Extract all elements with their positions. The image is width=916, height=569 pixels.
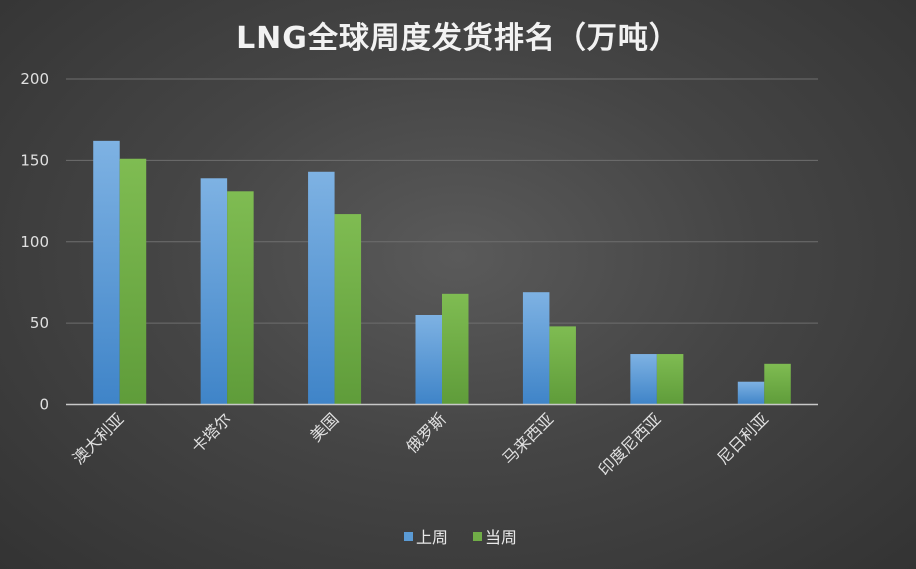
x-category-label: 尼日利亚	[713, 409, 772, 468]
bar-last-week	[200, 178, 228, 405]
bar-last-week	[737, 381, 765, 405]
x-category-label: 俄罗斯	[402, 409, 449, 456]
legend-swatch	[473, 532, 482, 541]
y-axis-ticks: 0 50 100 150 200	[20, 70, 49, 414]
bar-last-week	[308, 171, 335, 405]
bar-this-week	[119, 158, 147, 405]
bar-this-week	[549, 326, 576, 405]
legend-label: 当周	[485, 528, 517, 547]
bar-this-week	[764, 363, 791, 405]
chart-title: LNG全球周度发货排名（万吨）	[236, 21, 680, 56]
gridlines	[66, 78, 818, 324]
x-axis-categories: 澳大利亚 卡塔尔 美国 俄罗斯 马来西亚 印度尼西亚 尼日利亚	[69, 409, 772, 479]
y-tick-label: 50	[30, 314, 49, 332]
x-category-label: 马来西亚	[499, 409, 558, 468]
legend-label: 上周	[416, 528, 448, 547]
y-tick-label: 150	[20, 151, 49, 169]
legend-swatch	[404, 532, 413, 541]
bar-this-week	[227, 191, 254, 405]
bar-this-week	[334, 214, 362, 405]
bars	[93, 140, 791, 405]
y-tick-label: 0	[39, 396, 49, 414]
x-category-label: 卡塔尔	[188, 409, 235, 456]
bar-last-week	[93, 140, 120, 405]
y-tick-label: 200	[20, 70, 49, 88]
bar-last-week	[630, 354, 657, 405]
bar-this-week	[442, 293, 469, 405]
y-tick-label: 100	[20, 233, 49, 251]
x-category-label: 美国	[306, 409, 342, 445]
legend: 上周 当周	[404, 528, 517, 547]
x-category-label: 印度尼西亚	[595, 409, 665, 479]
bar-last-week	[522, 292, 550, 405]
bar-this-week	[656, 354, 684, 405]
bar-last-week	[415, 314, 442, 405]
x-category-label: 澳大利亚	[69, 409, 128, 468]
